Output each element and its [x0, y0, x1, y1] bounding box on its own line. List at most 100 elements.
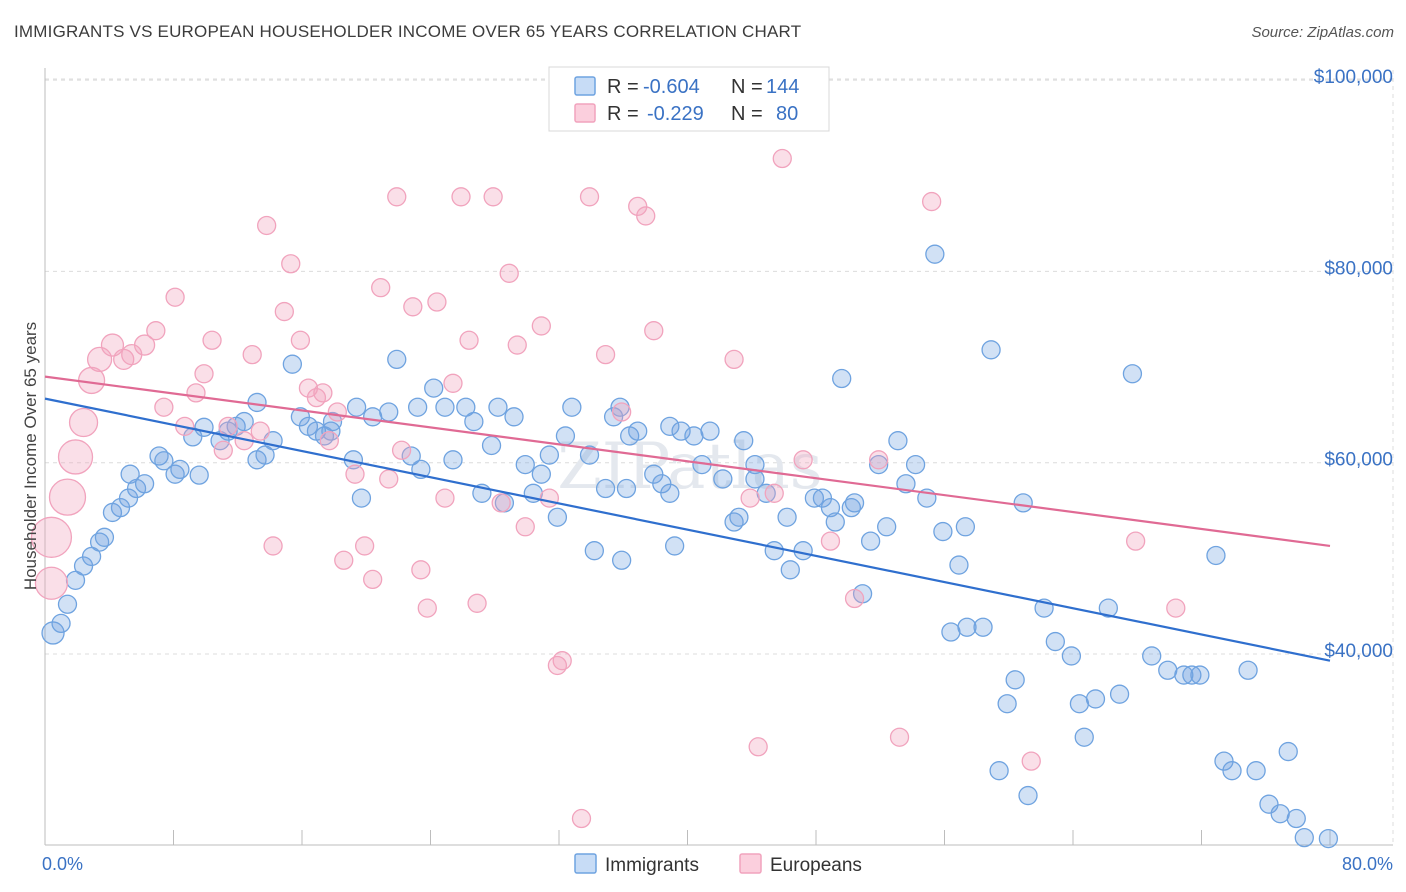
immigrants-point — [764, 541, 784, 561]
europeans-point — [334, 550, 354, 570]
immigrants-point — [925, 244, 945, 264]
europeans-point — [724, 349, 744, 370]
immigrants-point — [170, 459, 190, 480]
europeans-point — [483, 187, 503, 207]
europeans-point — [34, 566, 69, 600]
immigrants-point — [247, 392, 267, 413]
immigrants-point — [888, 431, 908, 451]
immigrants-point — [1122, 364, 1143, 384]
immigrants-point — [1270, 804, 1290, 824]
immigrants-point — [896, 474, 916, 494]
immigrants-point — [660, 483, 680, 503]
europeans-point — [443, 373, 463, 393]
immigrants-point — [282, 354, 303, 374]
immigrants-point — [488, 397, 508, 417]
legend-n-value-europeans: 80 — [776, 103, 798, 125]
immigrants-point — [860, 531, 881, 551]
immigrants-point — [435, 397, 455, 417]
europeans-point — [507, 335, 527, 355]
europeans-point — [133, 334, 156, 356]
europeans-point — [644, 321, 664, 341]
europeans-point — [274, 301, 294, 322]
europeans-point — [154, 397, 174, 417]
immigrants-point — [515, 454, 535, 475]
y-tick-label: $40,000 — [1324, 641, 1393, 662]
immigrants-point — [949, 555, 969, 575]
watermark: ZIPatlas — [557, 430, 822, 504]
immigrants-point — [346, 397, 367, 417]
immigrants-point — [793, 541, 813, 561]
europeans-point — [354, 536, 375, 556]
immigrants-point — [322, 411, 343, 432]
europeans-point — [411, 560, 431, 580]
europeans-point — [146, 321, 166, 341]
immigrants-point — [379, 402, 399, 422]
immigrants-point — [700, 421, 720, 441]
immigrants-point — [407, 397, 428, 417]
trend-lines — [44, 375, 1331, 662]
europeans-point — [213, 440, 233, 460]
immigrants-point — [1005, 670, 1025, 690]
europeans-point — [820, 531, 841, 551]
x-tick-label-min: 0.0% — [42, 854, 83, 874]
europeans-point — [491, 493, 511, 513]
europeans-point — [68, 407, 99, 438]
europeans-point — [363, 569, 383, 590]
immigrants-point — [595, 478, 616, 499]
immigrants-point — [51, 613, 71, 634]
europeans-point — [539, 488, 560, 508]
europeans-point — [515, 517, 535, 537]
immigrants-point — [989, 761, 1009, 781]
immigrants-point — [832, 368, 852, 389]
immigrants-point — [547, 507, 568, 527]
europeans-point — [387, 187, 407, 207]
europeans-point — [345, 464, 365, 484]
immigrants-point — [1182, 665, 1202, 685]
immigrants-point — [464, 411, 484, 432]
immigrants-point — [562, 397, 582, 417]
bottom-legend-label-europeans: Europeans — [770, 855, 862, 876]
immigrants-point — [1222, 761, 1242, 781]
immigrants-point — [194, 417, 214, 437]
europeans-point — [595, 344, 616, 365]
europeans-point — [391, 440, 412, 460]
immigrants-point — [997, 694, 1017, 714]
europeans-point — [218, 416, 238, 437]
immigrants-point — [1158, 660, 1178, 680]
immigrants-trend-line — [44, 397, 1331, 662]
legend-r-value-europeans: -0.229 — [647, 103, 704, 125]
europeans-point — [250, 421, 270, 441]
immigrants-point — [1206, 545, 1226, 566]
immigrants-point — [933, 521, 953, 542]
europeans-point — [636, 206, 656, 226]
immigrants-point — [684, 426, 704, 446]
immigrants-point — [351, 488, 372, 508]
x-tick-label-max: 80.0% — [1342, 854, 1393, 874]
immigrants-point — [713, 469, 733, 489]
immigrants-point — [1318, 828, 1339, 849]
europeans-point — [922, 191, 942, 212]
europeans-point — [165, 287, 185, 307]
bottom-legend-label-immigrants: Immigrants — [605, 855, 699, 876]
europeans-point — [417, 598, 437, 618]
europeans-point — [1166, 598, 1186, 618]
immigrants-point — [154, 451, 174, 471]
immigrants-point — [584, 541, 604, 561]
europeans-point — [793, 450, 813, 470]
europeans-point — [281, 254, 301, 274]
correlation-legend: R = -0.604 N = 144 R = -0.229 N = 80 — [548, 66, 830, 132]
immigrants-point — [1190, 665, 1210, 685]
immigrants-point — [1098, 598, 1118, 618]
immigrants-point — [120, 464, 140, 484]
bottom-legend: Immigrants Europeans — [574, 853, 862, 876]
immigrants-point — [825, 512, 845, 532]
immigrants-point — [363, 407, 383, 427]
immigrants-point — [877, 517, 897, 537]
immigrants-point — [579, 445, 600, 465]
europeans-point — [186, 383, 206, 403]
europeans-point — [290, 330, 311, 350]
immigrants-point — [57, 594, 78, 614]
europeans-point — [740, 488, 760, 508]
immigrants-point — [628, 421, 648, 441]
immigrants-point — [734, 431, 754, 451]
